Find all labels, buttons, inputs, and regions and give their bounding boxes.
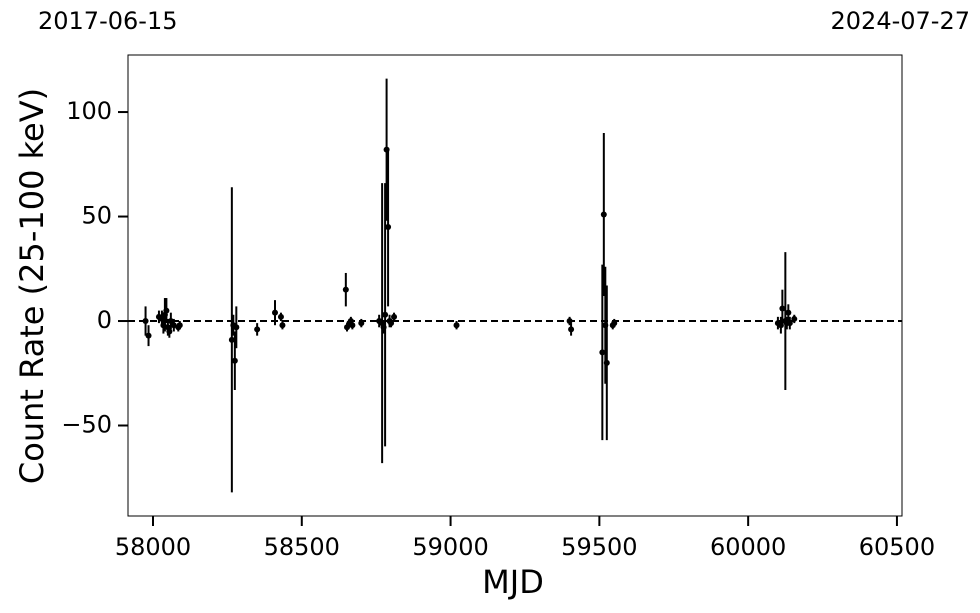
y-tick-label: −50 bbox=[61, 411, 112, 439]
data-point bbox=[791, 315, 798, 322]
data-point bbox=[388, 320, 395, 327]
x-tick-label: 58000 bbox=[115, 533, 191, 561]
data-point bbox=[277, 313, 284, 320]
data-point bbox=[170, 322, 177, 329]
x-tick-label: 59000 bbox=[412, 533, 488, 561]
data-point bbox=[391, 313, 398, 320]
data-point bbox=[385, 223, 392, 230]
data-point bbox=[167, 318, 174, 325]
data-point bbox=[603, 359, 610, 366]
y-tick-label: 0 bbox=[97, 306, 112, 334]
data-point bbox=[453, 322, 460, 329]
x-tick-label: 60500 bbox=[859, 533, 935, 561]
data-point bbox=[786, 320, 793, 327]
data-point bbox=[166, 328, 173, 335]
y-axis-label: Count Rate (25-100 keV) bbox=[13, 88, 51, 484]
data-point bbox=[785, 309, 792, 316]
data-point bbox=[231, 357, 238, 364]
data-point bbox=[163, 307, 170, 314]
data-point bbox=[272, 309, 279, 316]
data-point bbox=[142, 318, 149, 325]
data-point bbox=[228, 336, 235, 343]
end-date: 2024-07-27 bbox=[831, 7, 970, 35]
data-point bbox=[599, 349, 606, 356]
plot-frame bbox=[127, 54, 903, 517]
data-point bbox=[382, 311, 389, 318]
data-point bbox=[233, 324, 240, 331]
data-point bbox=[568, 326, 575, 333]
data-point bbox=[145, 332, 152, 339]
x-tick-label: 58500 bbox=[264, 533, 340, 561]
data-point bbox=[566, 318, 573, 325]
x-axis-label: MJD bbox=[482, 563, 544, 601]
data-point bbox=[349, 322, 356, 329]
data-point bbox=[279, 322, 286, 329]
y-tick-label: 100 bbox=[66, 97, 112, 125]
data-point bbox=[358, 320, 365, 327]
data-point bbox=[176, 322, 183, 329]
data-point bbox=[254, 326, 261, 333]
data-point bbox=[342, 286, 349, 293]
start-date: 2017-06-15 bbox=[38, 7, 177, 35]
x-tick-label: 60000 bbox=[710, 533, 786, 561]
x-tick-label: 59500 bbox=[561, 533, 637, 561]
data-point bbox=[611, 320, 618, 327]
data-point bbox=[600, 211, 607, 218]
y-tick-label: 50 bbox=[81, 202, 112, 230]
data-point bbox=[779, 305, 786, 312]
